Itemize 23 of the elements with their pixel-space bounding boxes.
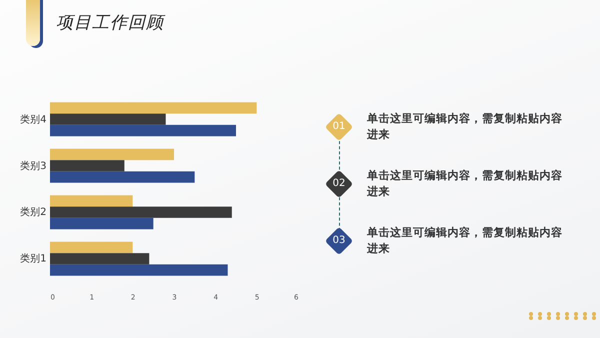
bar [50,206,232,218]
bar [50,218,154,230]
bar [50,148,174,160]
bar [50,124,236,136]
bar [50,114,166,125]
text: 单击这里可编辑内容，需复制粘贴内容进来 [367,168,564,200]
text: 02 [332,178,346,190]
text: 01 [332,121,346,133]
y-tick-label: 类别4 [20,113,46,126]
y-tick-label: 类别2 [20,206,46,218]
y-tick-label: 类别1 [20,252,46,265]
bar [50,242,133,254]
bar [50,171,195,183]
chart-title: 项目工作回顾 [56,12,164,34]
bar [50,160,124,172]
bar [50,253,150,264]
text: 03 [332,235,346,247]
y-tick-label: 类别3 [20,160,46,172]
bar [50,195,133,207]
bar [50,264,228,276]
text: 单击这里可编辑内容，需复制粘贴内容进来 [367,225,564,257]
text: 单击这里可编辑内容，需复制粘贴内容进来 [367,111,564,143]
bar [50,102,257,114]
